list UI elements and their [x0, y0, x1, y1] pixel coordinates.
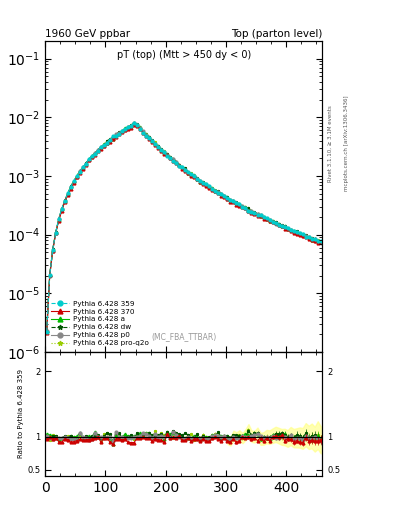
- Text: (MC_FBA_TTBAR): (MC_FBA_TTBAR): [151, 332, 217, 341]
- Text: pT (top) (Mtt > 450 dy < 0): pT (top) (Mtt > 450 dy < 0): [117, 50, 251, 60]
- Legend: Pythia 6.428 359, Pythia 6.428 370, Pythia 6.428 a, Pythia 6.428 dw, Pythia 6.42: Pythia 6.428 359, Pythia 6.428 370, Pyth…: [49, 298, 151, 348]
- Text: Top (parton level): Top (parton level): [231, 29, 322, 39]
- Text: mcplots.cern.ch [arXiv:1306.3436]: mcplots.cern.ch [arXiv:1306.3436]: [344, 96, 349, 191]
- Text: Rivet 3.1.10, ≥ 3.1M events: Rivet 3.1.10, ≥ 3.1M events: [328, 105, 333, 182]
- Y-axis label: Ratio to Pythia 6.428 359: Ratio to Pythia 6.428 359: [18, 370, 24, 458]
- Text: 1960 GeV ppbar: 1960 GeV ppbar: [45, 29, 130, 39]
